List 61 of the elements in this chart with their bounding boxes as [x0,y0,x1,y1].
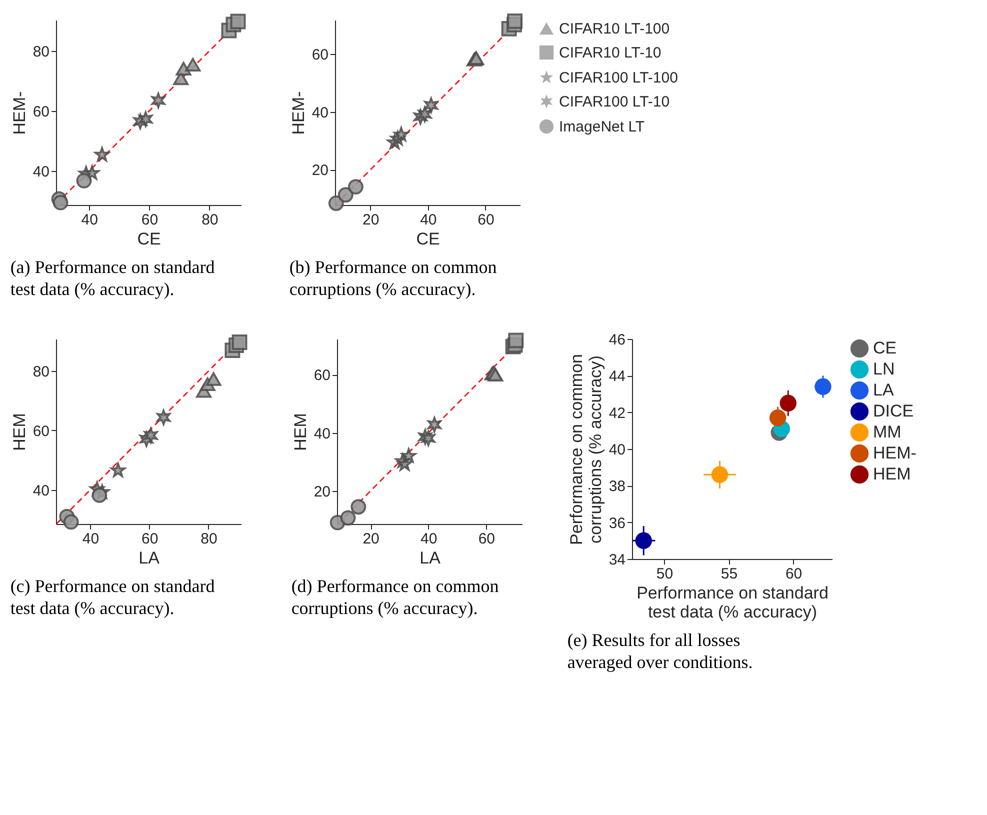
x-tick-label: 60 [785,566,802,582]
y-tick-label: 60 [32,422,50,440]
x-tick-label: 80 [202,212,218,228]
y-axis-title: Performance on common corruptions (% accuracy) [566,354,605,545]
y-tick-label: 20 [314,483,330,500]
y-tick-label: 80 [32,43,50,60]
text: (e) Results for all losses averaged over conditions. [567,630,753,672]
legend-label: HEM [873,464,911,484]
x-tick-label: 40 [81,212,98,228]
y-tick-label: 38 [608,478,626,496]
y-axis-title: HEM- [288,91,308,135]
y-axis-title: HEM [10,413,29,451]
text: (d) Performance on common corruptions (% accuracy). [291,576,499,618]
x-tick-label: 55 [720,566,738,582]
legend-label: CIFAR10 LT-10 [559,44,662,62]
y-axis-title: HEM [290,413,310,451]
x-tick-label: 80 [200,530,218,548]
y-tick-label: 36 [608,514,626,532]
x-tick-label: 60 [478,212,494,228]
text: (c) Performance on standard test data (% accuracy). [10,576,215,618]
y-tick-label: 60 [312,46,328,64]
legend-label: CIFAR10 LT-100 [559,20,670,38]
legend-label: CIFAR100 LT-10 [559,94,670,110]
text: (b) Performance on common corruptions (% accuracy). [289,257,497,299]
x-tick-label: 60 [142,530,158,548]
x-axis-title: CE [416,230,440,248]
x-tick-label: 40 [420,212,437,228]
legend-label: LN [873,360,895,378]
y-tick-label: 60 [314,367,330,384]
y-tick-label: 40 [314,425,330,442]
x-axis-title: LA [420,548,442,568]
legend-label: MM [873,422,902,442]
x-tick-label: 20 [362,212,380,228]
text: (a) Performance on standard test data (% accuracy). [10,257,215,299]
legend-label: CIFAR100 LT-100 [559,70,678,86]
x-axis-title: CE [137,230,161,248]
y-tick-label: 46 [608,332,626,348]
y-tick-label: 40 [608,442,626,458]
x-tick-label: 40 [420,530,438,548]
y-tick-label: 44 [608,368,626,386]
x-tick-label: 40 [82,530,100,548]
y-tick-label: 40 [32,164,50,181]
x-tick-label: 60 [478,530,495,548]
legend-label: CE [873,338,897,358]
y-tick-label: 34 [608,552,626,568]
x-axis-title: Performance on standard test data (% accuracy) [636,584,828,622]
y-tick-label: 20 [312,162,328,180]
y-axis-title: HEM- [10,91,29,135]
legend-label: DICE [873,402,914,420]
y-tick-label: 42 [608,404,626,422]
y-tick-label: 40 [312,104,328,122]
legend-label: HEM- [873,444,916,462]
x-tick-label: 50 [656,566,674,582]
legend-label: LA [873,380,894,400]
y-tick-label: 40 [32,482,50,500]
y-tick-label: 80 [32,364,50,381]
x-tick-label: 20 [362,530,380,548]
x-axis-title: LA [138,548,160,568]
y-tick-label: 60 [32,104,50,120]
legend-label: ImageNet LT [559,118,645,136]
x-tick-label: 60 [141,212,158,228]
